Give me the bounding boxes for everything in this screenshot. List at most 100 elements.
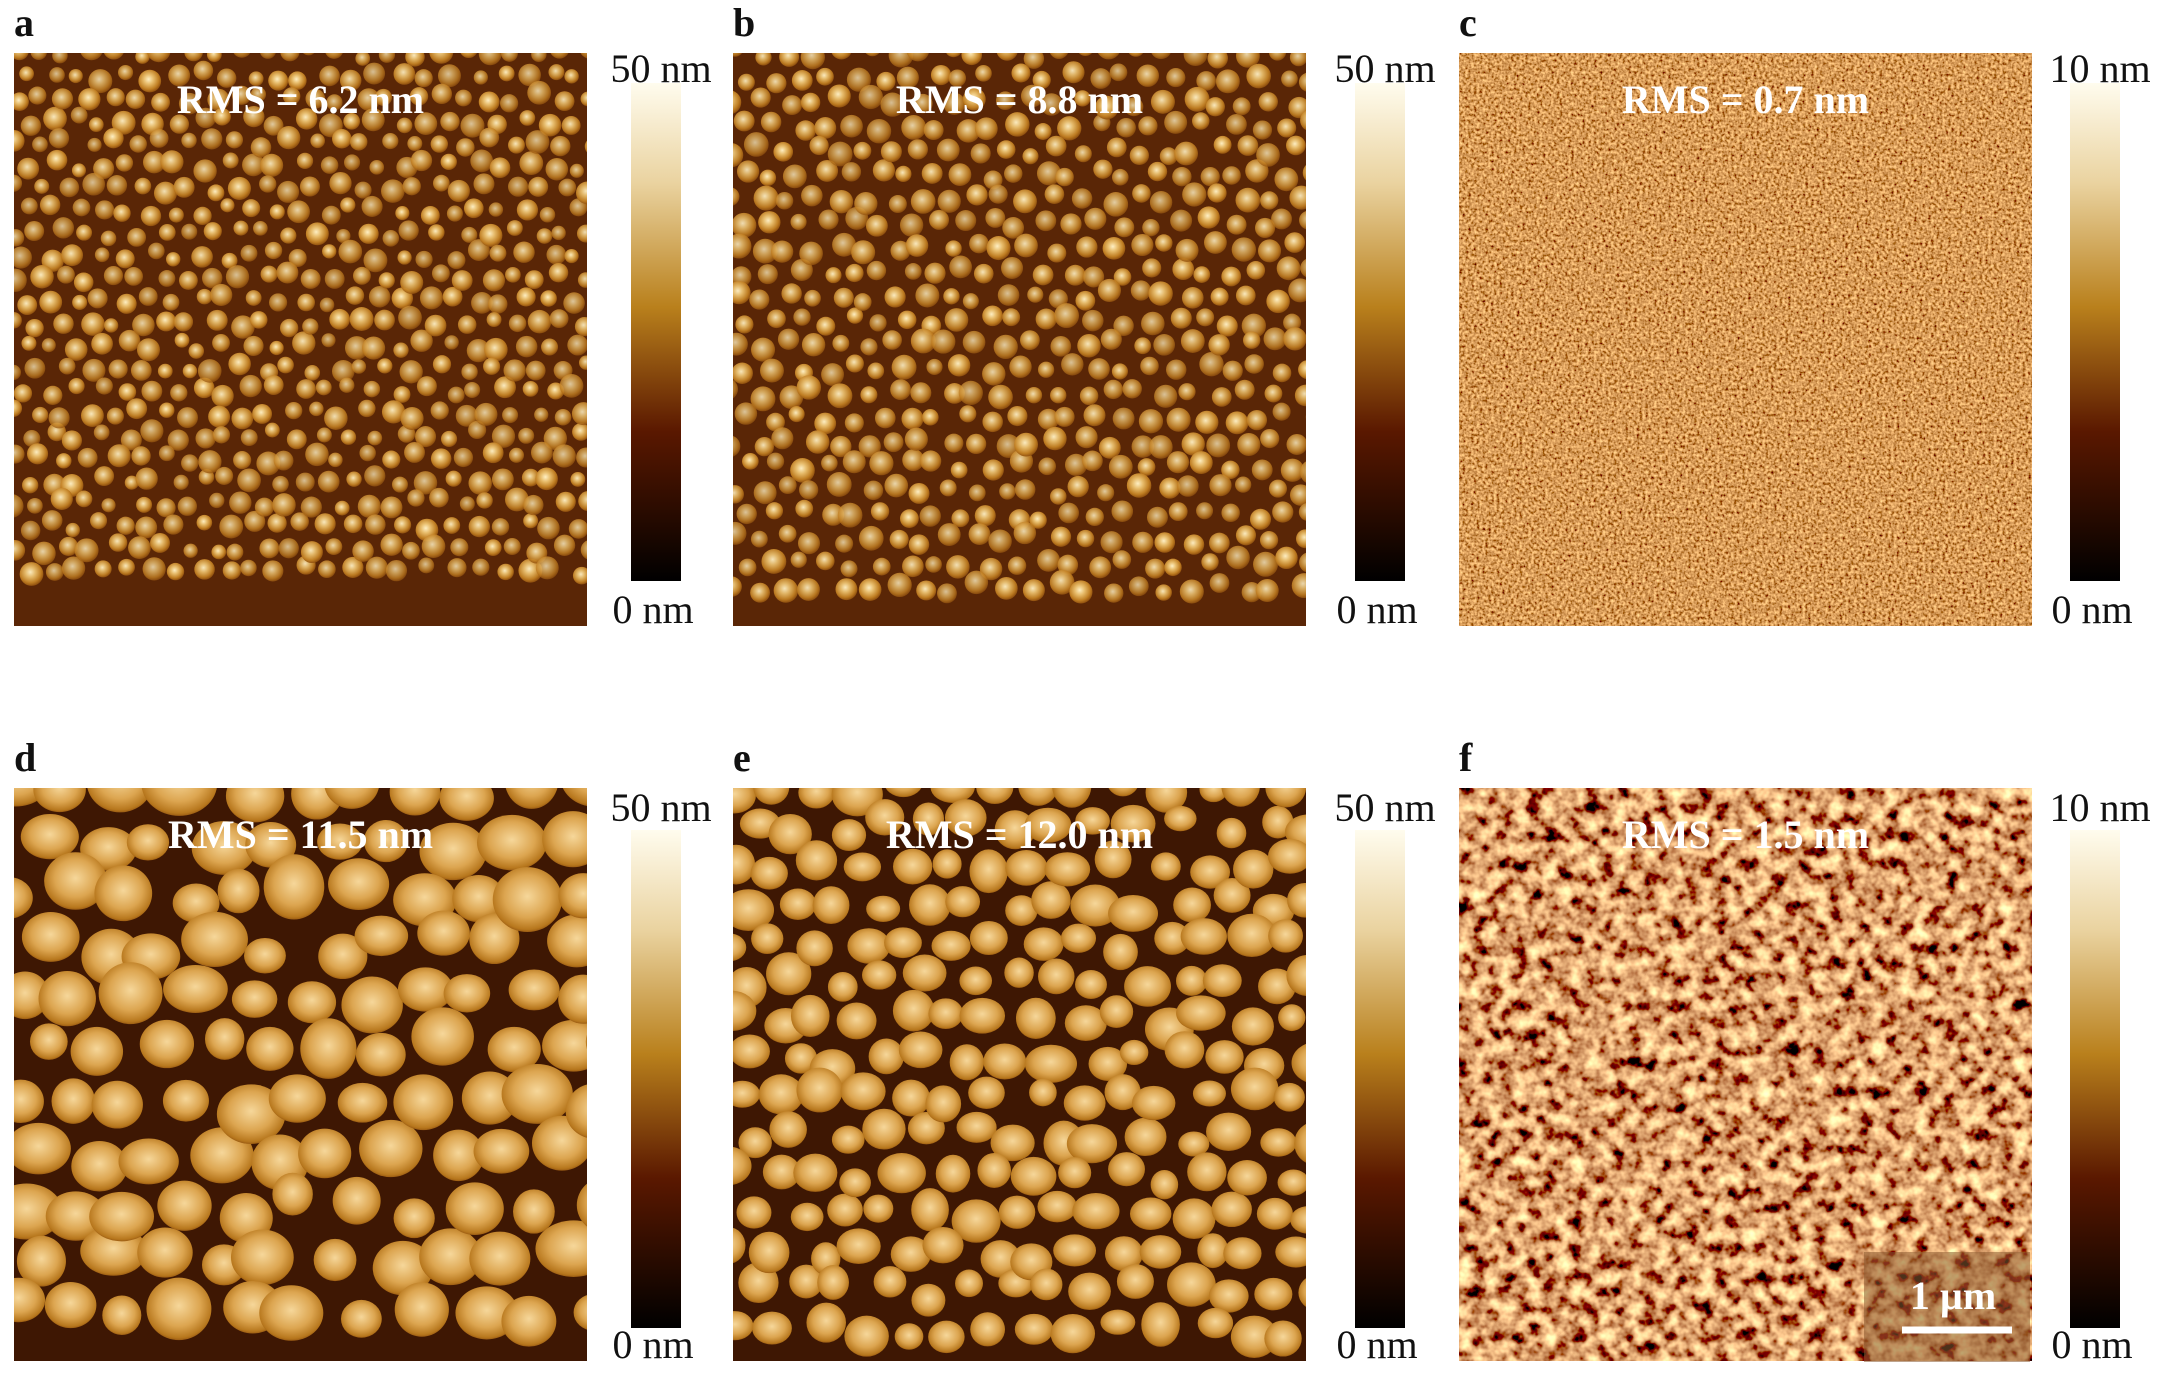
grain — [102, 1295, 142, 1336]
grain — [1066, 1124, 1118, 1164]
grain — [1226, 113, 1247, 135]
grain — [563, 292, 585, 314]
grain — [103, 53, 124, 60]
grain — [361, 108, 385, 132]
grain — [1280, 458, 1305, 482]
grain — [259, 175, 277, 193]
grain — [538, 113, 562, 137]
grain — [1317, 484, 1335, 502]
grain — [222, 152, 239, 169]
grain — [910, 189, 936, 214]
grain — [81, 312, 105, 336]
colorbar-min: 0 nm — [1336, 1322, 1417, 1367]
grain — [51, 88, 74, 110]
grain — [771, 240, 794, 263]
grain — [1061, 353, 1084, 376]
grain — [276, 261, 299, 284]
grain — [363, 380, 381, 398]
grain — [1040, 93, 1063, 116]
grain — [1088, 358, 1110, 380]
grain — [468, 420, 487, 440]
grain — [91, 1080, 143, 1129]
grain — [1221, 788, 1260, 807]
grain — [835, 578, 858, 601]
grain — [1312, 574, 1331, 593]
grain — [204, 1018, 245, 1060]
grain — [1014, 233, 1038, 258]
grain — [344, 154, 361, 171]
grain — [1122, 379, 1142, 399]
grain — [1148, 281, 1173, 306]
grain — [1131, 233, 1154, 257]
grain — [216, 1084, 286, 1144]
grain — [1076, 236, 1098, 258]
grain — [1100, 531, 1123, 554]
grain — [1132, 184, 1151, 203]
grain — [494, 376, 516, 399]
grain — [136, 496, 153, 513]
grain — [1032, 70, 1051, 90]
grain — [505, 487, 529, 512]
grain — [1337, 211, 1353, 227]
grain — [798, 788, 835, 809]
grain — [980, 1240, 1021, 1278]
grain — [892, 1079, 930, 1117]
grain — [317, 823, 363, 860]
grain — [1044, 852, 1091, 887]
grain — [363, 248, 388, 273]
grain — [137, 1227, 193, 1278]
grain — [174, 332, 190, 348]
grain — [219, 514, 244, 539]
grain — [733, 379, 738, 399]
grain — [61, 244, 84, 267]
grain — [1109, 63, 1128, 82]
grain — [908, 482, 930, 504]
grain — [206, 53, 222, 62]
grain — [1322, 183, 1343, 204]
grain — [473, 1128, 530, 1174]
grain — [736, 160, 760, 183]
grain — [889, 529, 909, 549]
grain — [956, 1111, 997, 1143]
grain — [773, 578, 799, 603]
grain — [44, 1282, 97, 1329]
grain — [1254, 1277, 1293, 1311]
grain — [1302, 165, 1306, 181]
grain — [569, 163, 584, 178]
grain — [309, 401, 324, 417]
grain — [382, 132, 399, 150]
grain — [523, 513, 539, 529]
grain — [138, 287, 158, 306]
grain — [550, 53, 569, 59]
grain — [890, 1236, 931, 1272]
grain — [157, 363, 173, 379]
grain — [1266, 289, 1290, 314]
grain — [1180, 329, 1205, 353]
grain — [140, 205, 162, 227]
grain — [217, 868, 260, 914]
grain — [259, 538, 280, 559]
grain — [1268, 479, 1288, 498]
rms-value: RMS = 6.2 nm — [177, 77, 424, 122]
grain — [355, 53, 371, 66]
grain — [141, 380, 163, 402]
colorbar — [2070, 830, 2120, 1328]
grain — [754, 437, 774, 457]
grain — [527, 309, 552, 334]
grain — [394, 1282, 449, 1337]
grain — [594, 111, 617, 134]
grain — [1325, 509, 1343, 527]
grain — [70, 1026, 124, 1076]
grain — [208, 405, 231, 428]
grain — [789, 1264, 824, 1299]
grain — [32, 136, 48, 153]
grain — [586, 70, 587, 73]
grain — [263, 375, 284, 395]
grain — [460, 53, 478, 59]
grain — [71, 1140, 128, 1192]
grain — [173, 312, 194, 332]
grain — [118, 383, 137, 401]
grain — [1050, 387, 1067, 404]
grain — [87, 137, 102, 152]
